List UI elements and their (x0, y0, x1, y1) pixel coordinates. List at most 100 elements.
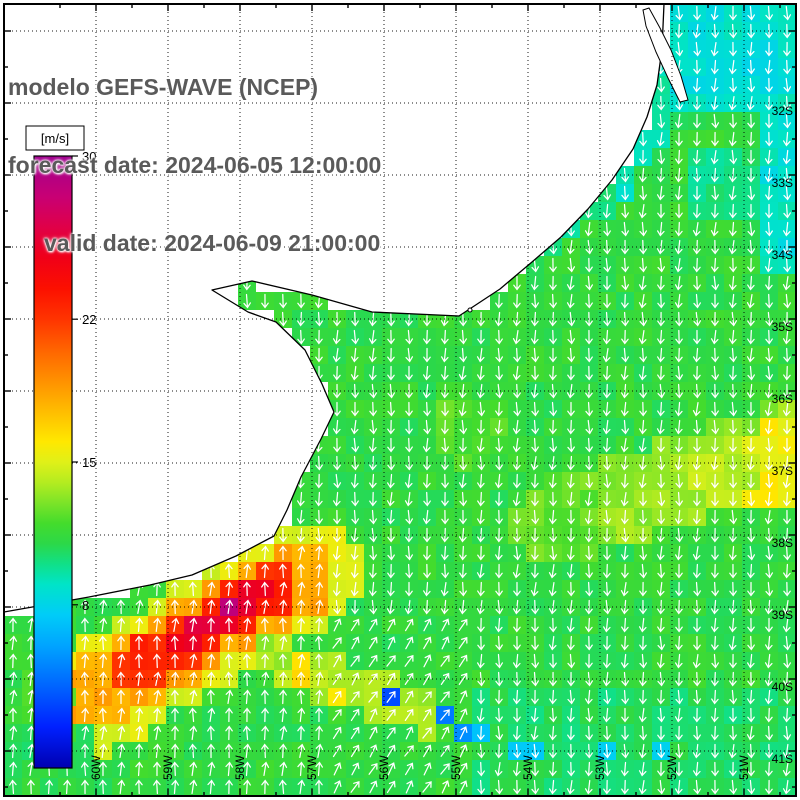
wind-arrow (153, 743, 162, 759)
wind-arrow (603, 455, 611, 471)
wind-arrow (350, 347, 359, 363)
wind-arrow (405, 581, 413, 597)
wind-arrow (369, 599, 378, 615)
wind-arrow (620, 401, 629, 417)
wind-arrow (315, 347, 323, 363)
wind-arrow (710, 5, 719, 21)
wind-arrow (531, 779, 539, 795)
wind-arrow (692, 23, 701, 39)
wind-arrow (279, 563, 287, 579)
wind-arrow (333, 618, 342, 632)
wind-arrow (782, 743, 791, 759)
wind-arrow (99, 743, 108, 759)
wind-arrow (747, 527, 755, 543)
wind-arrow (747, 77, 756, 93)
wind-arrow (747, 23, 755, 39)
wind-arrow (495, 545, 503, 561)
wind-arrow (693, 671, 701, 687)
wind-arrow (315, 329, 323, 345)
wind-arrow (387, 618, 396, 632)
wind-arrow (243, 671, 251, 687)
wind-arrow (783, 689, 791, 705)
lat-label: 33S (772, 176, 793, 190)
wind-arrow (765, 203, 773, 219)
wind-arrow (782, 221, 791, 237)
wind-arrow (765, 239, 773, 255)
lon-label: 51W (737, 755, 751, 780)
wind-arrow (387, 383, 396, 399)
wind-arrow (315, 617, 323, 633)
wind-arrow (657, 725, 665, 741)
wind-arrow (9, 707, 17, 723)
wind-arrow (729, 455, 737, 471)
wind-arrow (387, 563, 395, 579)
wind-arrow (207, 761, 216, 777)
wind-arrow (297, 707, 306, 723)
wind-arrow (747, 473, 755, 489)
wind-arrow (783, 293, 792, 309)
wind-arrow (566, 275, 575, 291)
wind-arrow (603, 761, 612, 777)
wind-arrow (585, 635, 593, 651)
wind-arrow (171, 671, 179, 687)
wind-arrow (746, 653, 755, 669)
wind-arrow (675, 41, 684, 57)
wind-arrow (495, 779, 503, 795)
wind-arrow (783, 509, 791, 525)
wind-arrow (621, 707, 629, 723)
wind-arrow (674, 509, 683, 525)
wind-arrow (621, 275, 630, 291)
wind-arrow (9, 779, 17, 795)
wind-arrow (566, 383, 575, 399)
wind-arrow (728, 185, 737, 201)
wind-arrow (441, 473, 449, 489)
wind-arrow (315, 527, 324, 543)
wind-arrow (405, 365, 413, 381)
wind-arrow (476, 509, 485, 525)
wind-arrow (765, 707, 773, 723)
wind-arrow (207, 707, 216, 723)
wind-arrow (711, 275, 720, 291)
wind-arrow (495, 581, 503, 597)
wind-arrow (548, 473, 557, 489)
wind-arrow (531, 419, 539, 435)
wind-arrow (512, 491, 521, 507)
wind-arrow (603, 779, 611, 795)
wind-arrow (351, 491, 359, 507)
wind-arrow (657, 95, 665, 111)
wind-arrow (765, 545, 774, 561)
wind-arrow (404, 491, 413, 507)
wind-arrow (405, 509, 414, 525)
wind-arrow (656, 131, 665, 147)
colorbar-tick-label: 8 (82, 598, 89, 613)
wind-arrow (477, 455, 486, 471)
wind-arrow (441, 401, 449, 417)
wind-arrow (638, 473, 647, 489)
wind-arrow (711, 599, 719, 615)
wind-arrow (369, 455, 377, 471)
wind-arrow (675, 671, 683, 687)
wind-arrow (513, 527, 521, 543)
wind-arrow (693, 257, 701, 273)
wind-arrow (99, 599, 108, 615)
wind-arrow (693, 689, 701, 705)
wind-arrow (441, 491, 449, 507)
wind-arrow (207, 725, 215, 741)
wind-arrow (153, 689, 162, 705)
wind-arrow (549, 293, 557, 309)
wind-arrow (512, 437, 521, 453)
wind-arrow (243, 599, 252, 615)
wind-arrow (135, 761, 143, 777)
lon-label: 57W (305, 755, 319, 780)
wind-arrow (350, 545, 359, 561)
wind-arrow (692, 221, 701, 237)
wind-arrow (603, 257, 612, 273)
wind-arrow (693, 725, 701, 741)
wind-arrow (9, 671, 18, 687)
wind-arrow (747, 365, 755, 381)
wind-arrow (477, 725, 485, 741)
wind-arrow (440, 691, 450, 703)
wind-arrow (530, 275, 539, 291)
wind-arrow (333, 599, 342, 615)
